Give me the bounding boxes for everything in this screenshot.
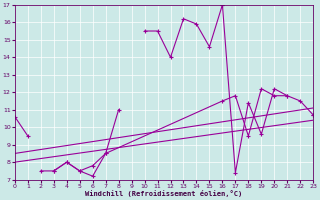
X-axis label: Windchill (Refroidissement éolien,°C): Windchill (Refroidissement éolien,°C) (85, 190, 243, 197)
